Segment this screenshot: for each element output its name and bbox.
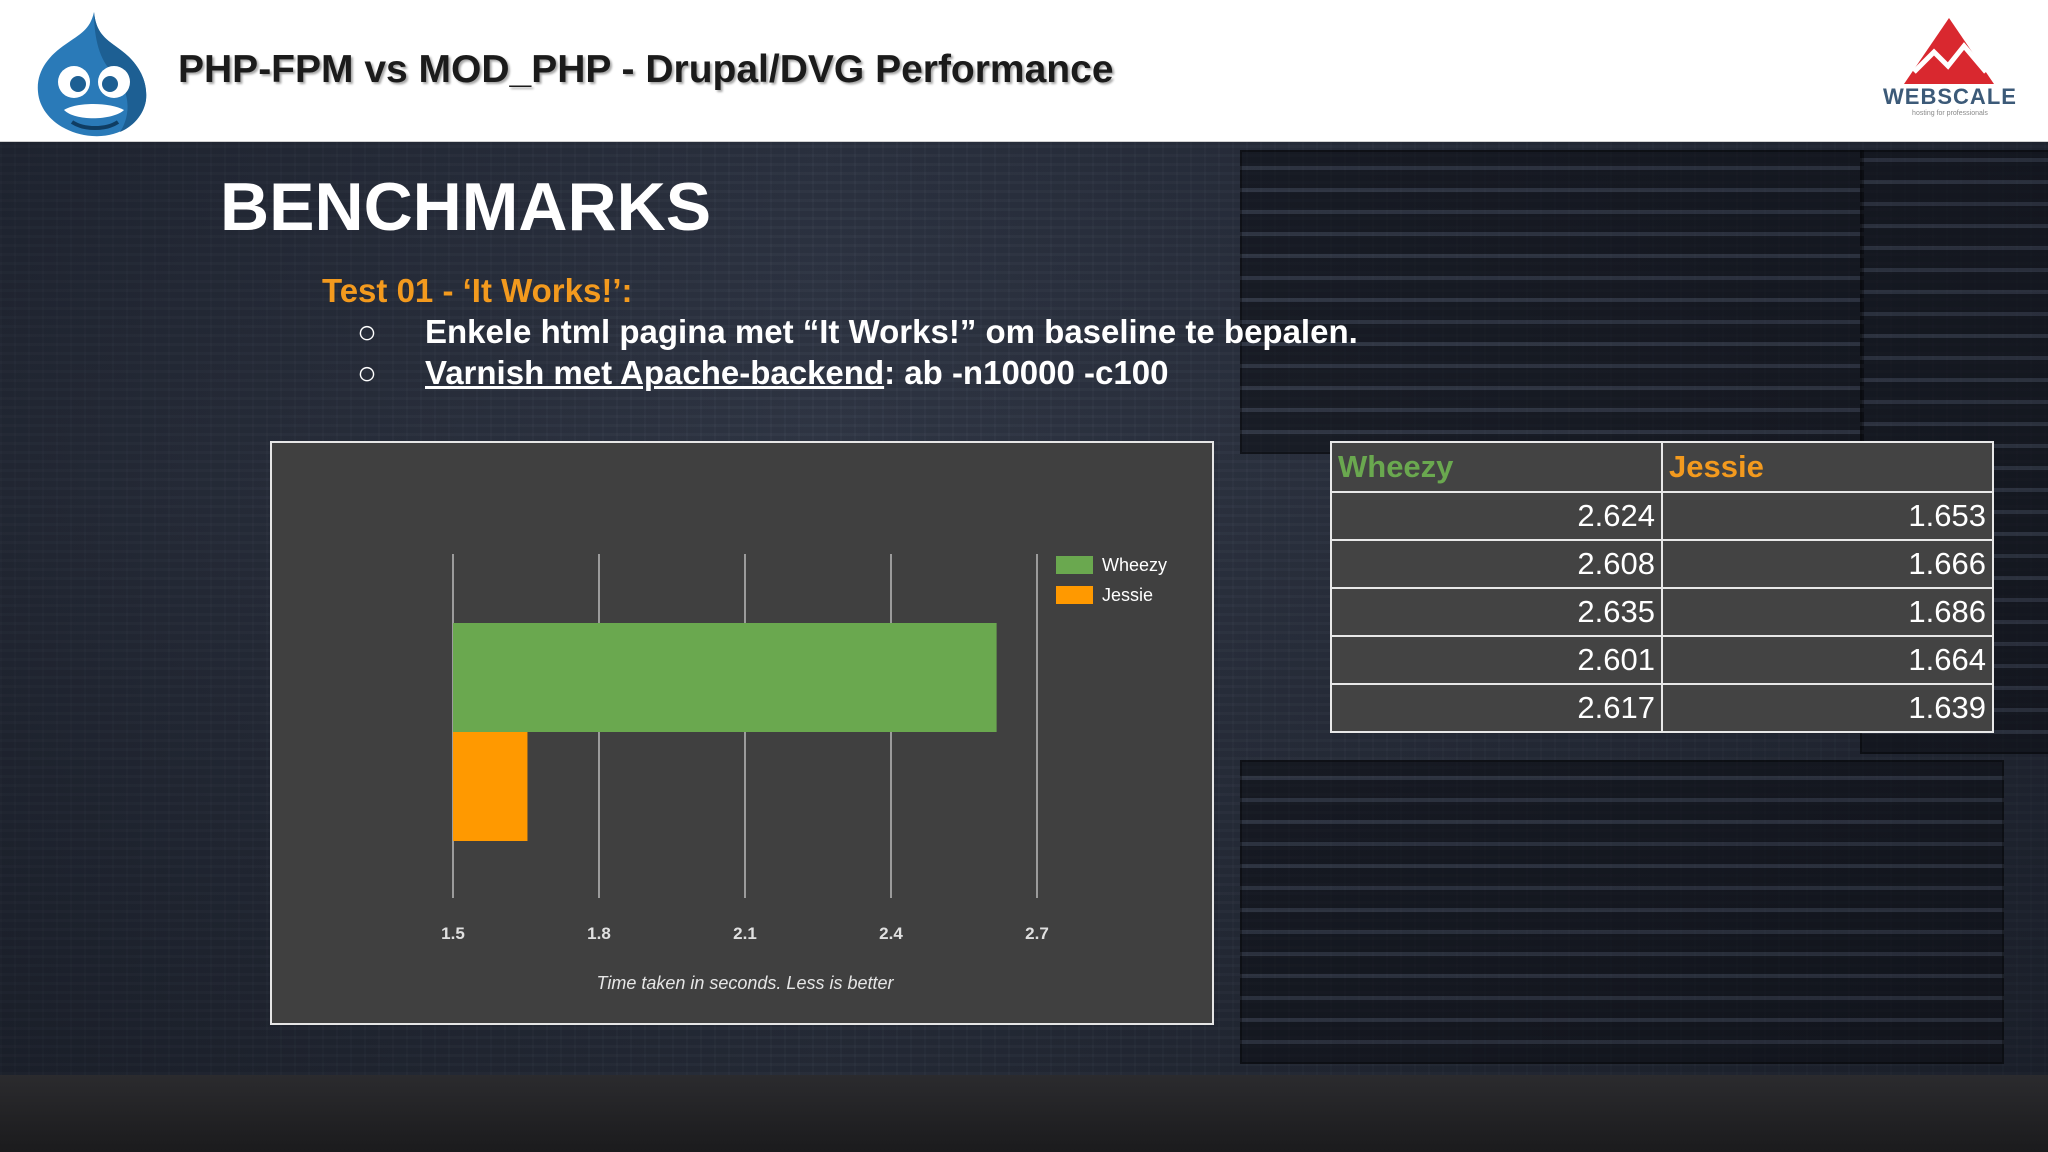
table-header-jessie: Jessie [1661,441,1994,493]
chart-tick-label: 1.8 [587,924,611,943]
table-row: 2.608 1.666 [1330,539,1994,589]
server-rack-background [1240,760,2004,1064]
table-cell-wheezy: 2.624 [1330,491,1663,541]
chart-tick-label: 2.7 [1025,924,1049,943]
table-cell-wheezy: 2.617 [1330,683,1663,733]
mountain-icon [1904,18,1994,84]
chart-bar-wheezy [453,623,997,732]
table-cell-jessie: 1.639 [1661,683,1994,733]
server-rack-background [1240,150,1864,454]
table-header-wheezy: Wheezy [1330,441,1663,493]
bullet-text: Enkele html pagina met “It Works!” om ba… [425,313,1358,350]
slide-footer-band [0,1075,2048,1152]
chart-tick-label: 1.5 [441,924,465,943]
benchmark-chart: 1.5 1.8 2.1 2.4 2.7 Wheezy Jessie Time taken in… [270,441,1214,1025]
legend-label: Wheezy [1102,555,1167,575]
table-header-row: Wheezy Jessie [1330,441,1994,493]
webscale-logo: WEBSCALE hosting for professionals [1880,18,2030,122]
bullet-marker: ○ [357,354,377,391]
drupal-drop-icon [34,10,150,138]
chart-tick-label: 2.4 [879,924,903,943]
results-table: Wheezy Jessie 2.624 1.653 2.608 1.666 2.635 1… [1330,441,1994,733]
chart-x-axis-label: Time taken in seconds. Less is better [597,973,895,993]
chart-tick-label: 2.1 [733,924,757,943]
legend-label: Jessie [1102,585,1153,605]
bullet-command: : ab -n10000 -c100 [884,354,1169,391]
table-cell-jessie: 1.664 [1661,635,1994,685]
table-cell-wheezy: 2.608 [1330,539,1663,589]
table-row: 2.624 1.653 [1330,491,1994,541]
table-row: 2.635 1.686 [1330,587,1994,637]
slide-header: PHP-FPM vs MOD_PHP - Drupal/DVG Performa… [0,0,2048,142]
webscale-brand-name: WEBSCALE [1883,84,2017,109]
webscale-tagline: hosting for professionals [1912,110,1988,117]
chart-bar-jessie [453,732,528,841]
table-cell-jessie: 1.686 [1661,587,1994,637]
table-row: 2.601 1.664 [1330,635,1994,685]
slide-heading: BENCHMARKS [220,169,712,245]
header-title: PHP-FPM vs MOD_PHP - Drupal/DVG Performa… [178,48,1114,91]
bullet-text: Varnish met Apache-backend: ab -n10000 -… [425,354,1168,392]
legend-swatch-wheezy [1056,556,1093,574]
test-title: Test 01 - ‘It Works!’: [322,272,633,309]
bullet-marker: ○ [357,313,377,350]
table-row: 2.617 1.639 [1330,683,1994,733]
table-cell-wheezy: 2.601 [1330,635,1663,685]
varnish-backend-link[interactable]: Varnish met Apache-backend [425,354,885,391]
table-cell-jessie: 1.653 [1661,491,1994,541]
legend-swatch-jessie [1056,586,1093,604]
table-cell-jessie: 1.666 [1661,539,1994,589]
chart-canvas: 1.5 1.8 2.1 2.4 2.7 Wheezy Jessie Time taken in… [441,554,1167,993]
table-cell-wheezy: 2.635 [1330,587,1663,637]
